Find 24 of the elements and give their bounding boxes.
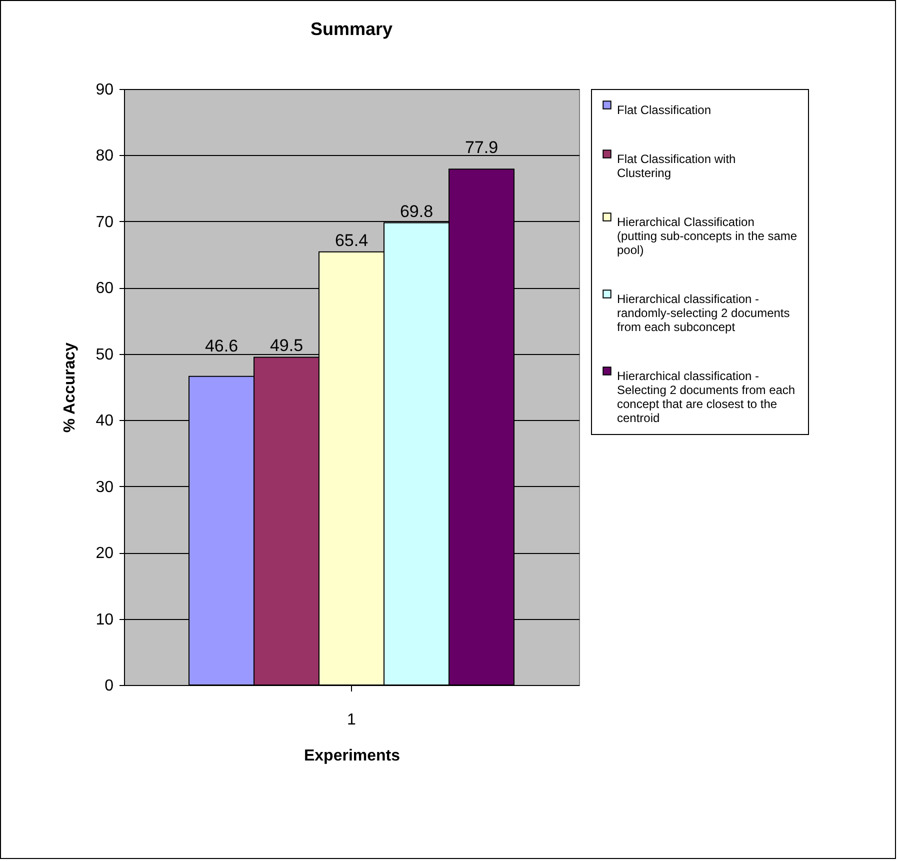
y-tick-label: 90: [96, 82, 114, 98]
y-tick-label: 70: [96, 214, 114, 231]
legend-label: Flat Classification: [617, 103, 712, 117]
x-tick-label: 1: [347, 712, 356, 728]
x-axis-title: Experiments: [304, 748, 400, 764]
y-tick-label: 80: [96, 148, 114, 165]
data-label: 69.8: [400, 202, 434, 221]
data-label: 46.6: [204, 336, 238, 356]
legend-label: Hierarchical Classification (putting sub-concepts in the same pool): [617, 215, 798, 257]
chart-title: Summary: [310, 19, 393, 39]
data-label: 49.5: [270, 336, 304, 356]
y-tick-label: 40: [96, 412, 114, 430]
legend-label: Hierarchical classification - randomly-selecting 2 documents from each subconcept: [617, 292, 790, 334]
y-tick-label: 20: [96, 545, 114, 562]
legend-label: Flat Classification with Clustering: [617, 152, 736, 180]
y-tick-label: 30: [96, 478, 114, 496]
data-label: 65.4: [334, 230, 368, 250]
y-tick-label: 60: [96, 280, 114, 298]
y-tick-label: 10: [96, 611, 114, 628]
y-tick-label: 50: [96, 346, 114, 364]
y-tick-label: 0: [104, 678, 114, 694]
y-axis-title: % Accuracy: [62, 342, 79, 433]
legend-label: Hierarchical classification - Selecting 2 documents from each concept that are closest to the centroid: [617, 369, 796, 425]
data-label: 77.9: [464, 138, 498, 158]
